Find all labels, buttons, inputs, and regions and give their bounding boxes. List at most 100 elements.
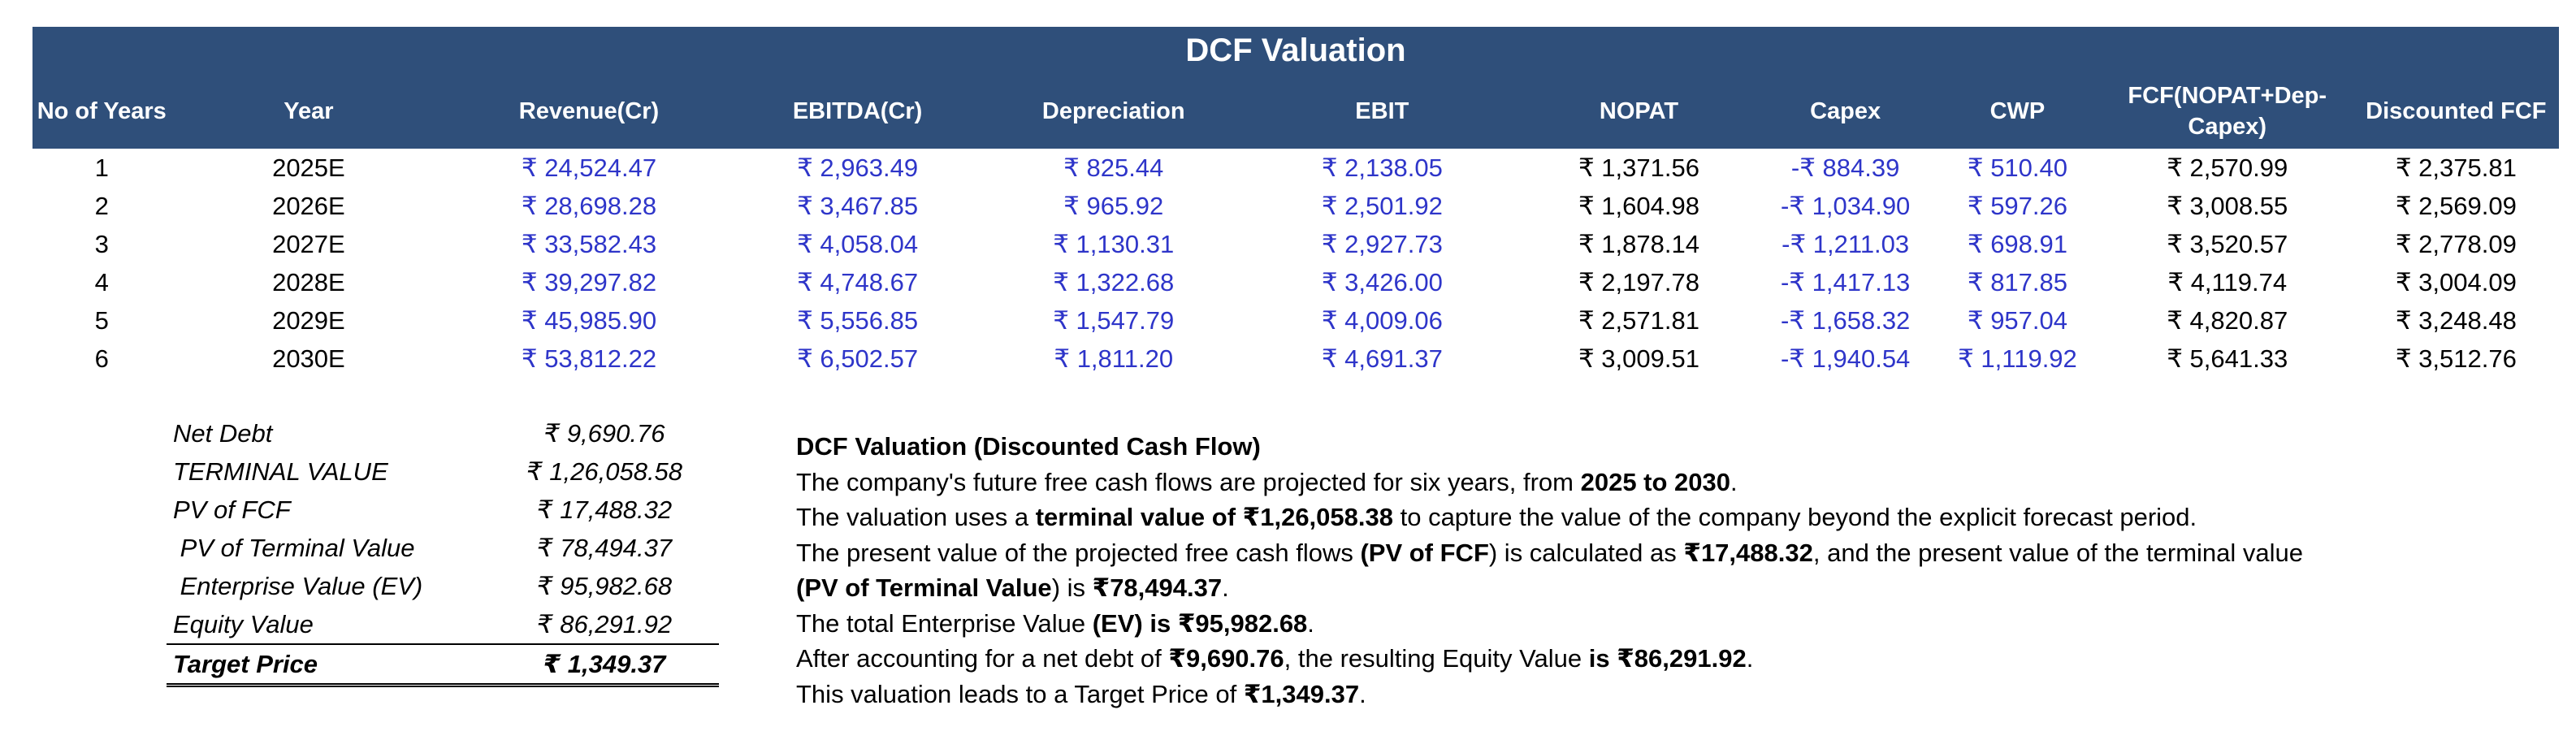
text-span: . xyxy=(1222,573,1229,602)
cell-nopat: ₹ 2,571.81 xyxy=(1578,305,1699,335)
column-header-ebitda: EBITDA(Cr) xyxy=(731,74,984,149)
cell-capex: -₹ 1,211.03 xyxy=(1782,229,1910,258)
explanation-paragraph: This valuation leads to a Target Price o… xyxy=(796,677,2543,712)
summary-row-equity-value: Equity Value ₹ 86,291.92 xyxy=(167,605,719,644)
cell-depreciation: ₹ 1,322.68 xyxy=(1053,267,1175,296)
table-row: 2 2026E ₹ 28,698.28 ₹ 3,467.85 ₹ 965.92 ₹ 2,5… xyxy=(32,187,2559,225)
table-row: 6 2030E ₹ 53,812.22 ₹ 6,502.57 ₹ 1,811.20 ₹ 4… xyxy=(32,340,2559,378)
explanation-paragraph: The present value of the projected free … xyxy=(796,535,2543,571)
cell-year: 2026E xyxy=(272,191,345,220)
summary-value: ₹ 9,690.76 xyxy=(543,418,665,448)
column-header-depreciation: Depreciation xyxy=(983,74,1244,149)
cell-nopat: ₹ 3,009.51 xyxy=(1578,344,1699,373)
summary-value: ₹ 17,488.32 xyxy=(536,495,673,524)
cell-cwp: ₹ 957.04 xyxy=(1967,305,2068,335)
cell-depreciation: ₹ 1,811.20 xyxy=(1054,344,1174,373)
table-body: 1 2025E ₹ 24,524.47 ₹ 2,963.49 ₹ 825.44 ₹ 2,1… xyxy=(32,149,2559,378)
cell-no-of-years: 2 xyxy=(94,191,109,220)
summary-value: ₹ 1,349.37 xyxy=(490,643,719,687)
column-header-capex: Capex xyxy=(1757,74,1934,149)
summary-label: TERMINAL VALUE xyxy=(173,457,388,486)
summary-row-terminal-value: TERMINAL VALUE ₹ 1,26,058.58 xyxy=(167,452,719,491)
cell-year: 2027E xyxy=(272,229,345,258)
cell-nopat: ₹ 1,371.56 xyxy=(1578,153,1699,182)
text-span: . xyxy=(1307,608,1314,638)
cell-revenue: ₹ 39,297.82 xyxy=(521,267,657,296)
dcf-valuation-table: DCF Valuation No of Years Year Revenue(C… xyxy=(32,27,2559,378)
cell-capex: -₹ 1,658.32 xyxy=(1780,305,1911,335)
cell-year: 2029E xyxy=(272,305,345,335)
bold-span: ₹17,488.32 xyxy=(1683,538,1813,567)
cell-revenue: ₹ 24,524.47 xyxy=(521,153,657,182)
summary-label: PV of FCF xyxy=(173,495,291,524)
cell-capex: -₹ 884.39 xyxy=(1790,153,1900,182)
cell-discounted-fcf: ₹ 3,512.76 xyxy=(2395,344,2517,373)
text-span: ) is calculated as xyxy=(1488,538,1684,567)
text-span: The valuation uses a xyxy=(796,503,1036,531)
table-row: 3 2027E ₹ 33,582.43 ₹ 4,058.04 ₹ 1,130.31 ₹ 2… xyxy=(32,225,2559,263)
summary-label: Equity Value xyxy=(173,609,314,638)
summary-label: PV of Terminal Value xyxy=(173,533,415,562)
cell-nopat: ₹ 1,604.98 xyxy=(1578,191,1699,220)
cell-ebit: ₹ 4,009.06 xyxy=(1321,305,1443,335)
text-span: to capture the value of the company beyo… xyxy=(1392,503,2197,531)
cell-revenue: ₹ 33,582.43 xyxy=(521,229,657,258)
cell-discounted-fcf: ₹ 2,778.09 xyxy=(2395,229,2517,258)
cell-fcf: ₹ 5,641.33 xyxy=(2167,344,2288,373)
cell-no-of-years: 5 xyxy=(94,305,109,335)
cell-no-of-years: 4 xyxy=(94,267,109,296)
cell-depreciation: ₹ 1,130.31 xyxy=(1053,229,1175,258)
cell-discounted-fcf: ₹ 2,375.81 xyxy=(2395,153,2517,182)
cell-capex: -₹ 1,417.13 xyxy=(1780,267,1911,296)
dcf-explanation: DCF Valuation (Discounted Cash Flow) The… xyxy=(796,429,2543,712)
table-title: DCF Valuation xyxy=(32,27,2559,74)
cell-ebit: ₹ 4,691.37 xyxy=(1321,344,1443,373)
cell-fcf: ₹ 3,520.57 xyxy=(2167,229,2288,258)
bold-span: (PV of FCF xyxy=(1360,538,1489,567)
summary-row-pv-of-terminal-value: PV of Terminal Value ₹ 78,494.37 xyxy=(167,529,719,567)
cell-cwp: ₹ 817.85 xyxy=(1967,267,2068,296)
cell-cwp: ₹ 1,119.92 xyxy=(1958,344,2077,373)
cell-revenue: ₹ 53,812.22 xyxy=(521,344,657,373)
cell-ebitda: ₹ 2,963.49 xyxy=(797,153,919,182)
cell-ebit: ₹ 2,138.05 xyxy=(1321,153,1443,182)
cell-no-of-years: 1 xyxy=(94,153,109,182)
cell-ebitda: ₹ 5,556.85 xyxy=(797,305,919,335)
cell-year: 2030E xyxy=(272,344,345,373)
cell-revenue: ₹ 28,698.28 xyxy=(521,191,657,220)
text-span: The present value of the projected free … xyxy=(796,538,1361,567)
cell-discounted-fcf: ₹ 3,248.48 xyxy=(2395,305,2517,335)
cell-no-of-years: 6 xyxy=(94,344,109,373)
column-header-fcf: FCF(NOPAT+Dep-Capex) xyxy=(2101,74,2353,149)
bold-span: (EV) is ₹95,982.68 xyxy=(1092,608,1308,638)
text-span: This valuation leads to a Target Price o… xyxy=(796,679,1244,708)
text-span: ) is xyxy=(1051,573,1093,602)
summary-value: ₹ 86,291.92 xyxy=(536,609,673,638)
bold-span: terminal value of ₹1,26,058.38 xyxy=(1035,503,1393,531)
cell-discounted-fcf: ₹ 3,004.09 xyxy=(2395,267,2517,296)
cell-depreciation: ₹ 825.44 xyxy=(1063,153,1164,182)
explanation-paragraph: After accounting for a net debt of ₹9,69… xyxy=(796,641,2543,677)
bold-span: ₹1,349.37 xyxy=(1243,679,1360,708)
summary-value: ₹ 78,494.37 xyxy=(536,533,673,562)
summary-value: ₹ 1,26,058.58 xyxy=(526,457,683,486)
cell-no-of-years: 3 xyxy=(94,229,109,258)
cell-capex: -₹ 1,034.90 xyxy=(1780,191,1911,220)
cell-revenue: ₹ 45,985.90 xyxy=(521,305,657,335)
cell-ebitda: ₹ 6,502.57 xyxy=(797,344,919,373)
bold-span: (PV of Terminal Value xyxy=(796,573,1052,602)
table-row: 5 2029E ₹ 45,985.90 ₹ 5,556.85 ₹ 1,547.79 ₹ 4… xyxy=(32,301,2559,340)
text-span: . xyxy=(1730,467,1738,496)
table-row: 4 2028E ₹ 39,297.82 ₹ 4,748.67 ₹ 1,322.68 ₹ 3… xyxy=(32,263,2559,301)
summary-label: Net Debt xyxy=(173,418,273,448)
column-header-no-of-years: No of Years xyxy=(32,74,171,149)
cell-capex: -₹ 1,940.54 xyxy=(1780,344,1911,373)
column-header-ebit: EBIT xyxy=(1243,74,1521,149)
cell-cwp: ₹ 597.26 xyxy=(1967,191,2068,220)
cell-nopat: ₹ 2,197.78 xyxy=(1578,267,1699,296)
explanation-paragraph: The total Enterprise Value (EV) is ₹95,9… xyxy=(796,606,2543,642)
cell-fcf: ₹ 3,008.55 xyxy=(2167,191,2288,220)
explanation-paragraph: (PV of Terminal Value) is ₹78,494.37. xyxy=(796,570,2543,606)
cell-fcf: ₹ 2,570.99 xyxy=(2167,153,2288,182)
summary-value: ₹ 95,982.68 xyxy=(536,571,673,600)
